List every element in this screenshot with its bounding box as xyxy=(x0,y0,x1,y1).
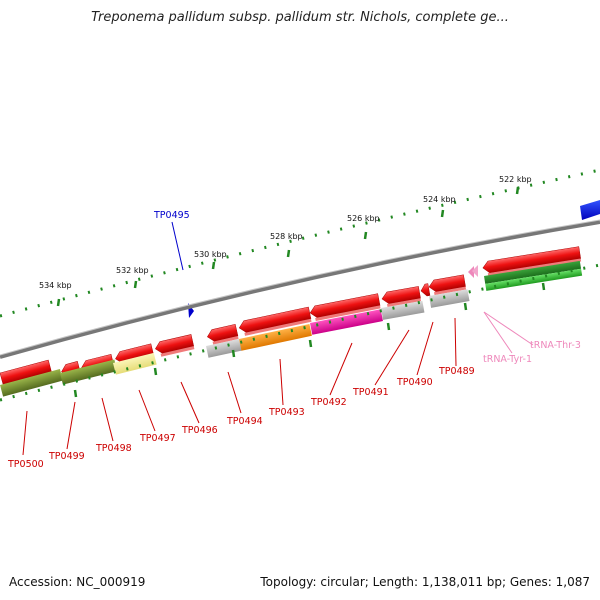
scale-label: 534 kbp xyxy=(39,281,72,290)
scale-label: 526 kbp xyxy=(347,214,380,223)
cds-arrow[interactable] xyxy=(482,246,581,274)
gene-label-tp0494[interactable]: TP0494 xyxy=(226,416,263,427)
scale-label: 532 kbp xyxy=(116,266,149,275)
inner-major-ticks xyxy=(73,282,546,398)
cds-arrow[interactable] xyxy=(420,283,431,297)
scale-label: 528 kbp xyxy=(270,232,303,241)
trna-labels: tRNA-Thr-3 tRNA-Tyr-1 xyxy=(483,340,581,365)
gene-label-tp0499[interactable]: TP0499 xyxy=(48,451,85,462)
gene-label-tp0500[interactable]: TP0500 xyxy=(7,459,44,470)
accession-text: Accession: NC_000919 xyxy=(9,575,146,589)
scale-label: 522 kbp xyxy=(499,175,532,184)
cds-arrow[interactable] xyxy=(206,323,239,342)
trna-label-tyr[interactable]: tRNA-Tyr-1 xyxy=(483,354,532,365)
trna-arrow[interactable] xyxy=(472,265,478,277)
cog-block xyxy=(206,338,242,358)
cds-arrow[interactable] xyxy=(154,334,195,354)
trna-label-thr[interactable]: tRNA-Thr-3 xyxy=(530,340,581,351)
gene-labels: TP0500 TP0499 TP0498 TP0497 TP0496 TP049… xyxy=(7,366,475,470)
cog-block xyxy=(0,368,63,397)
gene-label-tp0490[interactable]: TP0490 xyxy=(396,377,433,388)
gene-label-tp0497[interactable]: TP0497 xyxy=(139,433,176,444)
gene-label-tp0492[interactable]: TP0492 xyxy=(310,397,347,408)
scale-ticks-dotted xyxy=(0,168,600,318)
gene-leader-lines xyxy=(22,317,457,456)
highlight-leader-line xyxy=(171,221,184,271)
gene-label-tp0491[interactable]: TP0491 xyxy=(352,387,389,398)
scale-label: 524 kbp xyxy=(423,195,456,204)
cog-track xyxy=(0,260,583,397)
cds-arrow[interactable] xyxy=(309,293,381,319)
gene-label-tp0496[interactable]: TP0496 xyxy=(181,425,218,436)
cog-block xyxy=(113,352,157,375)
scale-labels: 522 kbp 524 kbp 526 kbp 528 kbp 530 kbp … xyxy=(39,175,532,290)
cog-block xyxy=(239,324,312,351)
gene-label-tp0489[interactable]: TP0489 xyxy=(438,366,475,377)
blue-feature-edge xyxy=(580,200,600,220)
trna-arrow[interactable] xyxy=(468,266,474,278)
cog-block xyxy=(429,289,470,308)
scale-label: 530 kbp xyxy=(194,250,227,259)
scale-major-ticks xyxy=(56,186,520,307)
gene-label-tp0498[interactable]: TP0498 xyxy=(95,443,132,454)
gene-label-tp0493[interactable]: TP0493 xyxy=(268,407,305,418)
cds-arrow[interactable] xyxy=(238,306,312,334)
cog-block xyxy=(484,260,582,284)
trna-leader-lines xyxy=(483,311,534,354)
highlighted-gene-label[interactable]: TP0495 xyxy=(153,210,190,221)
cog-block xyxy=(60,359,118,385)
cog-block xyxy=(310,309,383,335)
genome-info-text: Topology: circular; Length: 1,138,011 bp… xyxy=(260,575,590,589)
cds-arrow[interactable] xyxy=(428,274,466,293)
genome-backbone xyxy=(0,220,600,359)
cds-arrow[interactable] xyxy=(381,286,421,305)
cog-block xyxy=(381,300,425,320)
map-title: Treponema pallidum subsp. pallidum str. … xyxy=(91,10,509,25)
